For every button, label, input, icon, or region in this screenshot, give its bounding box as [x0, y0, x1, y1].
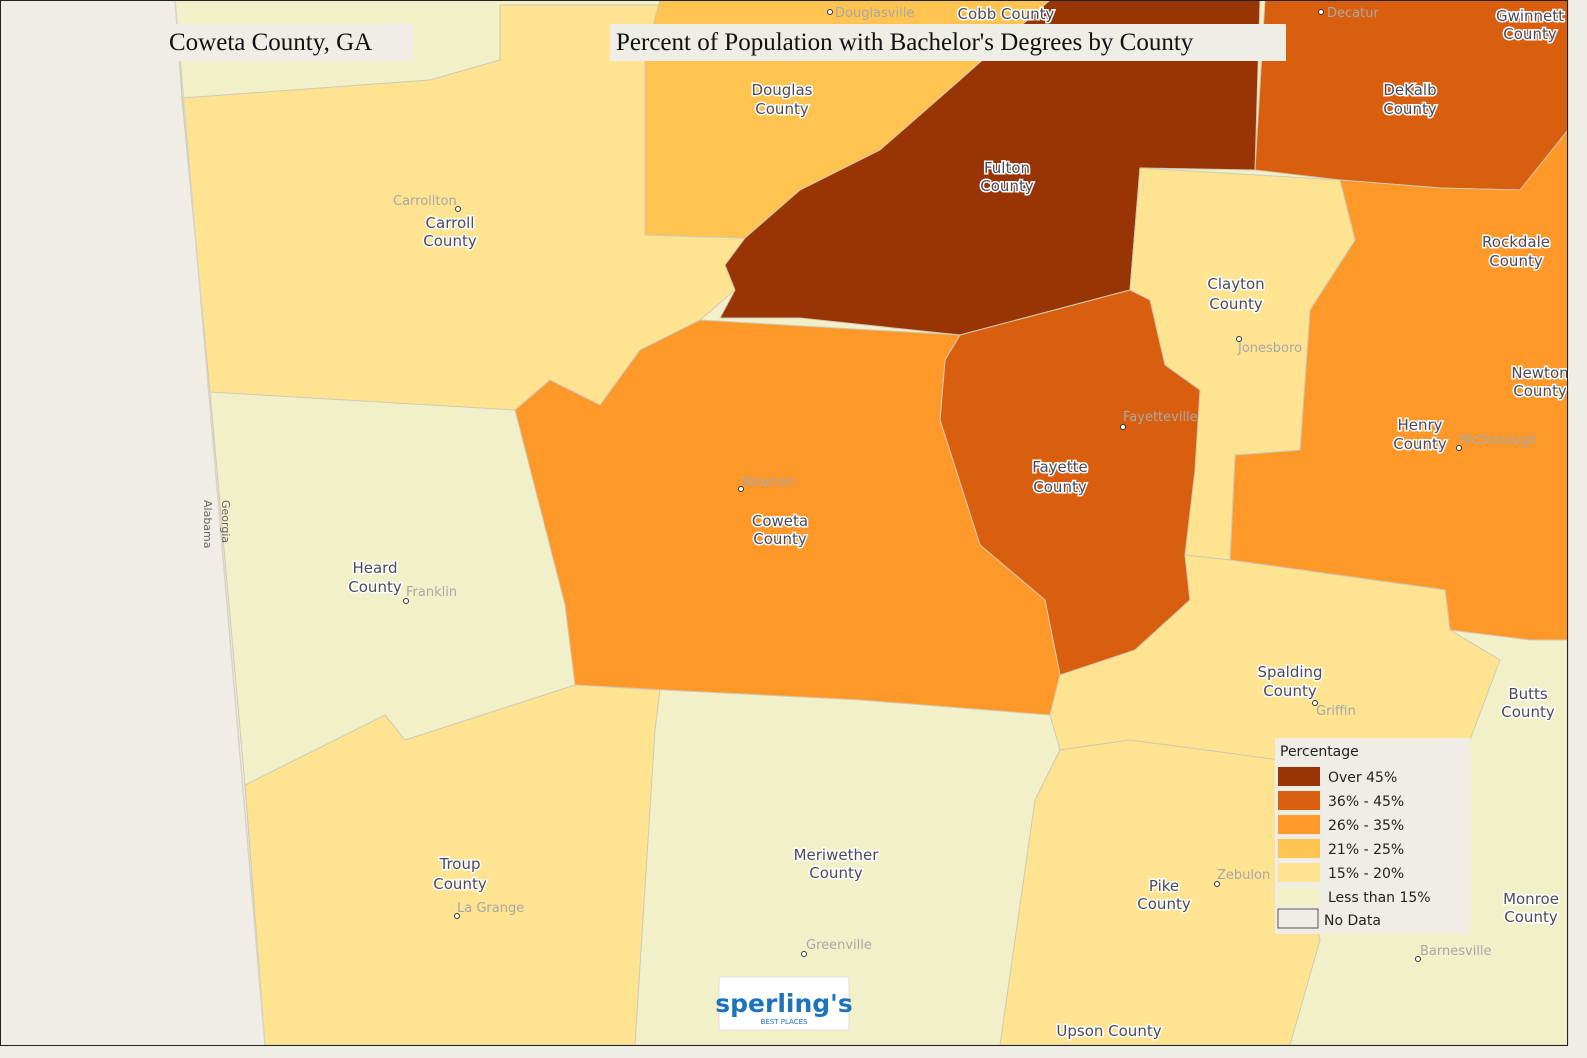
legend-title: Percentage	[1280, 744, 1359, 760]
logo-name[interactable]: sperling's	[715, 989, 852, 1018]
county-label: County	[423, 232, 477, 250]
logo-box[interactable]	[718, 976, 850, 1031]
county-area	[719, 0, 1261, 336]
county-area	[514, 319, 1061, 716]
map-title: Percent of Population with Bachelor's De…	[616, 29, 1194, 56]
city-label: Franklin	[406, 585, 457, 600]
state-label: Alabama	[201, 500, 214, 549]
place-box	[163, 24, 413, 61]
county-label: County	[1383, 100, 1437, 118]
legend-swatch	[1278, 887, 1320, 906]
county-label: Douglas	[752, 81, 813, 99]
county-label: Fayette	[1032, 458, 1088, 476]
state-border	[174, 0, 266, 1046]
legend-swatch	[1278, 815, 1320, 834]
county-label: Carroll	[426, 214, 475, 232]
city-label: Greenville	[806, 938, 872, 953]
city-dot	[1312, 700, 1318, 706]
county-label: County	[980, 177, 1034, 195]
city-dot	[1318, 9, 1324, 15]
legend-label: 15% - 20%	[1328, 866, 1404, 882]
county-label: County	[1501, 703, 1555, 721]
county-label: Troup	[438, 855, 480, 873]
city-label: Zebulon	[1217, 868, 1270, 883]
legend-label: Over 45%	[1328, 770, 1397, 786]
legend-swatch	[1278, 791, 1320, 810]
county-label: Fulton	[984, 159, 1030, 177]
county-label: Spalding	[1257, 663, 1322, 681]
county-label: County	[753, 530, 807, 548]
county-label: County	[348, 578, 402, 596]
county-label: Henry	[1397, 416, 1442, 434]
county-label: County	[1504, 908, 1558, 926]
city-label: La Grange	[457, 901, 524, 916]
county-label: County	[1263, 682, 1317, 700]
city-dot	[454, 913, 460, 919]
legend-label: No Data	[1324, 913, 1381, 929]
county-label: County	[433, 875, 487, 893]
logo-tagline[interactable]: BEST PLACES	[761, 1018, 808, 1026]
county-area	[999, 739, 1321, 1046]
county-label: County	[1503, 25, 1557, 43]
city-label: Griffin	[1316, 704, 1356, 719]
county-label: Monroe	[1503, 890, 1559, 908]
county-label: County	[755, 100, 809, 118]
county-label: County	[1489, 252, 1543, 270]
state-label: Georgia	[219, 500, 232, 543]
legend-swatch	[1278, 839, 1320, 858]
county-label: Pike	[1149, 877, 1179, 895]
county-label: County	[1033, 478, 1087, 496]
legend-label: 26% - 35%	[1328, 818, 1404, 834]
city-dot	[738, 486, 744, 492]
county-label: DeKalb	[1383, 81, 1436, 99]
city-dot	[827, 9, 833, 15]
frame	[0, 0, 1568, 1046]
city-dot	[1456, 445, 1462, 451]
city-dot	[1236, 336, 1242, 342]
legend-label: Less than 15%	[1328, 890, 1431, 906]
county-label: Gwinnett	[1496, 7, 1564, 25]
city-dot	[801, 951, 807, 957]
county-label: Heard	[352, 559, 397, 577]
city-label: Douglasville	[835, 6, 914, 21]
county-label: County	[1513, 382, 1567, 400]
place-title: Coweta County, GA	[169, 29, 372, 56]
city-label: Carrollton	[393, 194, 457, 209]
county-label: County	[1209, 295, 1263, 313]
city-dot	[455, 206, 461, 212]
title-box	[610, 24, 1286, 61]
legend-swatch	[1278, 863, 1320, 882]
legend-label: 36% - 45%	[1328, 794, 1404, 810]
county-label: Rockdale	[1482, 233, 1550, 251]
county-label: Newton	[1511, 364, 1568, 382]
city-label: Decatur	[1327, 6, 1379, 21]
county-label: Coweta	[752, 512, 808, 530]
legend-label: 21% - 25%	[1328, 842, 1404, 858]
county-label: Upson County	[1056, 1022, 1161, 1040]
county-label: Butts	[1508, 685, 1548, 703]
city-dot	[403, 598, 409, 604]
city-dot	[1415, 956, 1421, 962]
city-label: Fayetteville	[1123, 410, 1198, 425]
county-label: Clayton	[1207, 275, 1264, 293]
city-label: McDonough	[1460, 433, 1537, 448]
legend-swatch	[1277, 908, 1319, 929]
legend-swatch	[1278, 767, 1320, 786]
county-label: County	[1393, 435, 1447, 453]
city-dot	[1214, 881, 1220, 887]
city-label: Barnesville	[1420, 944, 1492, 959]
county-label: Meriwether	[794, 846, 880, 864]
city-label: Jonesboro	[1237, 341, 1302, 356]
county-label: County	[1137, 895, 1191, 913]
city-label: Newnan	[742, 475, 795, 490]
county-label: Cobb County	[958, 5, 1055, 23]
county-label: County	[809, 864, 863, 882]
city-dot	[1120, 424, 1126, 430]
